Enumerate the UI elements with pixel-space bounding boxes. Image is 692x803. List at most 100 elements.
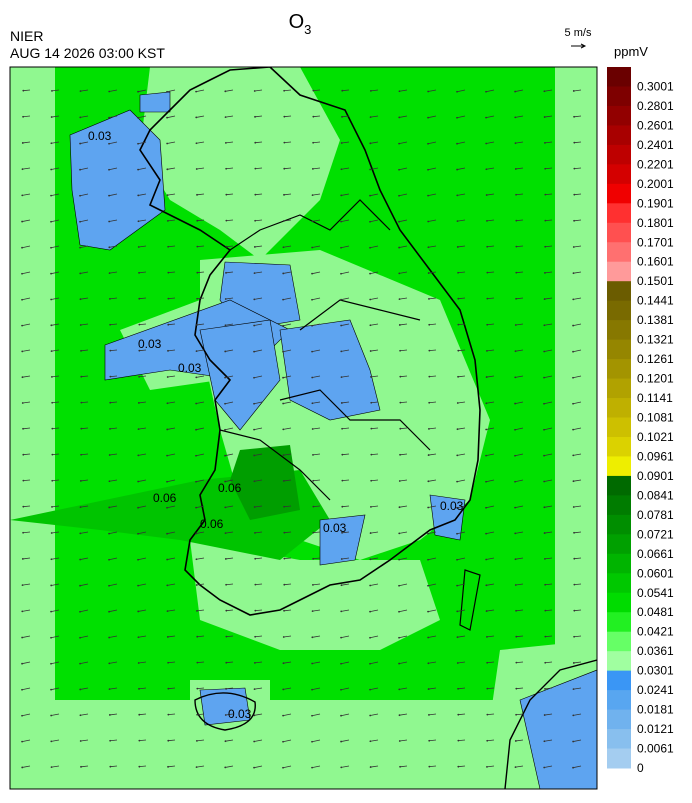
- wind-arrow-shaft: [196, 765, 205, 768]
- wind-arrow-shaft: [398, 635, 408, 639]
- wind-arrow-shaft: [50, 661, 60, 665]
- wind-arrow-shaft: [51, 141, 60, 144]
- wind-arrow-shaft: [486, 349, 495, 352]
- wind-arrow-shaft: [341, 349, 350, 352]
- wind-arrow-shaft: [514, 453, 524, 457]
- wind-arrow-head: [79, 90, 82, 93]
- contour-label: 0.03: [228, 707, 252, 721]
- wind-arrow-head: [341, 505, 344, 508]
- wind-arrow-shaft: [487, 323, 495, 326]
- wind-arrow: [166, 609, 176, 613]
- wind-arrow-shaft: [312, 609, 321, 612]
- wind-arrow-shaft: [50, 687, 60, 691]
- wind-arrow-head: [311, 220, 314, 223]
- wind-arrow-shaft: [312, 375, 321, 378]
- wind-arrow-shaft: [196, 349, 205, 352]
- wind-arrow-head: [51, 479, 54, 482]
- wind-arrow: [166, 479, 176, 483]
- wind-arrow: [543, 713, 553, 716]
- wind-arrow-shaft: [371, 427, 379, 430]
- wind-arrow-shaft: [516, 609, 524, 612]
- wind-arrow: [196, 687, 205, 690]
- wind-arrow: [543, 531, 553, 534]
- colorbar-swatch: [607, 164, 631, 185]
- wind-arrow-shaft: [370, 557, 379, 560]
- wind-arrow: [50, 765, 60, 769]
- wind-arrow: [79, 557, 89, 561]
- wind-arrow-head: [283, 531, 286, 534]
- wind-arrow: [312, 479, 321, 482]
- wind-arrow: [79, 661, 89, 665]
- wind-arrow: [428, 349, 437, 352]
- wind-arrow: [544, 635, 553, 638]
- colorbar-label: 0.0301: [637, 664, 674, 678]
- wind-arrow: [515, 687, 524, 690]
- wind-arrow: [253, 765, 263, 769]
- wind-arrow-head: [485, 532, 487, 535]
- wind-arrow-head: [21, 142, 24, 144]
- wind-arrow-head: [282, 714, 285, 717]
- wind-arrow-head: [225, 167, 228, 170]
- wind-arrow: [253, 687, 263, 690]
- wind-arrow: [573, 141, 582, 144]
- wind-arrow-shaft: [399, 271, 408, 274]
- wind-arrow: [166, 141, 176, 145]
- wind-arrow: [79, 531, 89, 535]
- wind-arrow-head: [108, 584, 110, 587]
- wind-arrow: [514, 505, 524, 509]
- wind-arrow-shaft: [429, 323, 437, 326]
- wind-arrow-shaft: [225, 297, 234, 300]
- wind-arrow: [137, 635, 147, 639]
- wind-arrow-head: [340, 402, 343, 404]
- wind-arrow-shaft: [282, 739, 292, 743]
- wind-arrow: [137, 427, 147, 431]
- wind-arrow: [282, 687, 292, 691]
- wind-arrow-shaft: [311, 271, 321, 275]
- wind-arrow-head: [21, 168, 24, 171]
- wind-arrow: [428, 323, 437, 326]
- wind-arrow-head: [514, 402, 517, 405]
- wind-arrow-head: [428, 739, 431, 742]
- wind-arrow: [195, 427, 205, 431]
- wind-arrow-head: [253, 740, 256, 743]
- wind-arrow-head: [166, 116, 168, 119]
- wind-arrow-head: [282, 298, 285, 301]
- wind-arrow-shaft: [516, 219, 524, 222]
- wind-arrow-shaft: [139, 739, 147, 742]
- wind-arrow-head: [50, 688, 52, 691]
- wind-arrow-head: [515, 271, 518, 274]
- wind-arrow-head: [138, 765, 141, 768]
- wind-arrow-head: [253, 661, 256, 664]
- wind-arrow-head: [311, 662, 314, 665]
- wind-arrow-head: [485, 376, 488, 378]
- wind-arrow: [21, 245, 31, 249]
- wind-arrow-head: [485, 454, 487, 457]
- wind-arrow-shaft: [370, 739, 379, 742]
- wind-arrow-shaft: [196, 89, 205, 93]
- wind-arrow-head: [253, 402, 255, 405]
- wind-arrow-head: [196, 661, 199, 664]
- wind-arrow-shaft: [168, 297, 176, 300]
- wind-arrow-head: [398, 142, 401, 145]
- map: 0.030.030.030.030.060.060.06 0.030.03: [9, 66, 598, 790]
- wind-arrow: [51, 453, 60, 456]
- wind-arrow-shaft: [81, 375, 89, 378]
- wind-arrow-shaft: [282, 765, 292, 769]
- wind-arrow-head: [253, 324, 256, 327]
- wind-arrow-shaft: [80, 89, 89, 92]
- colorbar-label: 0.0481: [637, 605, 674, 619]
- wind-arrow: [486, 765, 495, 768]
- wind-arrow-head: [340, 376, 343, 379]
- wind-arrow-head: [456, 506, 458, 509]
- wind-arrow-head: [457, 713, 460, 716]
- wind-arrow-head: [254, 635, 257, 638]
- wind-arrow-head: [195, 142, 198, 145]
- wind-arrow: [225, 609, 234, 612]
- wind-arrow-head: [572, 662, 575, 664]
- wind-arrow-head: [167, 271, 170, 274]
- wind-arrow: [138, 765, 147, 768]
- wind-arrow-head: [137, 584, 139, 587]
- wind-arrow-shaft: [400, 427, 408, 430]
- wind-arrow-head: [254, 219, 257, 222]
- wind-arrow-head: [21, 766, 24, 769]
